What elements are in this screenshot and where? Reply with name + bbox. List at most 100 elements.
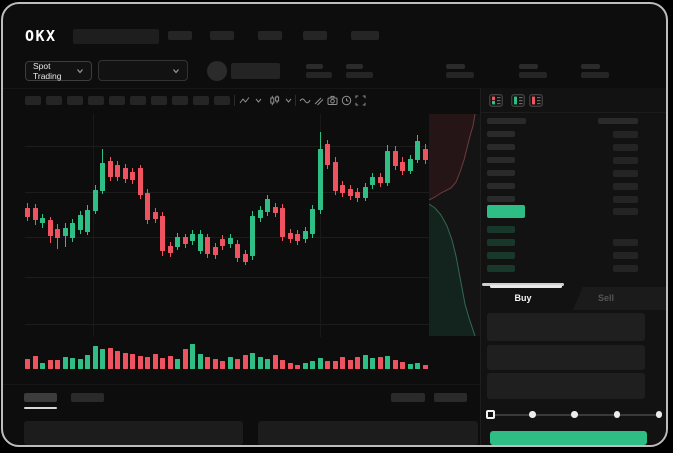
fullscreen-icon[interactable] — [355, 95, 366, 106]
orderbook-row[interactable] — [481, 180, 665, 193]
bottom-action-placeholder[interactable] — [391, 393, 425, 402]
ask-price-placeholder — [487, 131, 515, 137]
okx-logo[interactable]: OKX — [25, 27, 57, 45]
timeframe-slot[interactable] — [67, 96, 83, 105]
nav-item-placeholder[interactable] — [258, 31, 282, 40]
candle-body — [107, 160, 113, 177]
volume-bar — [115, 350, 120, 369]
indicator-icon[interactable] — [299, 95, 311, 106]
gridline-h — [25, 277, 429, 278]
orderbook-row[interactable] — [481, 249, 665, 262]
volume-bar — [227, 357, 233, 369]
bottom-action-placeholder[interactable] — [434, 393, 467, 402]
candle-body — [227, 237, 233, 244]
camera-icon[interactable] — [327, 95, 338, 106]
depth-panel[interactable] — [428, 113, 481, 337]
amount-placeholder — [613, 265, 638, 272]
orderbook-row[interactable] — [481, 193, 665, 206]
chevron-down-icon[interactable] — [284, 96, 293, 105]
volume-bar — [257, 357, 263, 369]
volume-bar — [137, 356, 143, 369]
stat-value-placeholder — [446, 72, 474, 78]
nav-item-placeholder[interactable] — [351, 31, 379, 40]
timeframe-slot[interactable] — [214, 96, 230, 105]
candle-style-icon[interactable] — [269, 95, 280, 106]
candle-body — [362, 186, 368, 199]
timeframe-slot[interactable] — [193, 96, 209, 105]
sell-tab-label: Sell — [597, 293, 614, 303]
orderbook-row[interactable] — [481, 205, 665, 218]
amount-placeholder — [613, 252, 638, 259]
amount-placeholder — [613, 183, 638, 190]
orderbook-row[interactable] — [481, 141, 665, 154]
orderbook-row[interactable] — [481, 154, 665, 167]
buy-tab-label: Buy — [514, 293, 532, 303]
timeframe-slot[interactable] — [88, 96, 104, 105]
slider-stop-dot[interactable] — [571, 411, 578, 418]
candle-body — [265, 199, 270, 213]
volume-bar — [32, 356, 38, 369]
nav-item-placeholder[interactable] — [168, 31, 192, 40]
volume-bar — [175, 358, 180, 369]
pair-selector-dropdown[interactable] — [98, 60, 188, 81]
bid-price-placeholder — [487, 265, 515, 272]
chevron-down-icon — [76, 67, 84, 75]
candle-body — [70, 223, 75, 238]
book-asks-icon[interactable] — [529, 94, 543, 107]
amount-placeholder — [613, 157, 638, 164]
history-clock-icon[interactable] — [341, 95, 352, 106]
slider-handle[interactable] — [485, 409, 495, 419]
volume-bar — [70, 358, 75, 369]
candle-body — [347, 188, 353, 197]
volume-bar — [377, 357, 383, 369]
candlestick-chart[interactable] — [25, 114, 429, 337]
ask-price-placeholder — [487, 144, 515, 150]
toolbar-separator — [295, 95, 296, 106]
nav-item-placeholder[interactable] — [210, 31, 234, 40]
timeframe-slot[interactable] — [46, 96, 62, 105]
candle-body — [295, 233, 300, 241]
gridline-h — [25, 324, 429, 325]
nav-item-placeholder[interactable] — [303, 31, 327, 40]
candle-body — [415, 141, 420, 160]
search-placeholder[interactable] — [73, 29, 159, 44]
amount-slider[interactable] — [485, 408, 663, 422]
total-input[interactable] — [487, 373, 645, 399]
volume-bar — [205, 357, 210, 369]
orderbook-row[interactable] — [481, 236, 665, 249]
price-input[interactable] — [487, 313, 645, 341]
candle-body — [310, 209, 315, 234]
slider-stop-dot[interactable] — [529, 411, 536, 418]
ask-price-placeholder — [487, 183, 515, 189]
amount-input[interactable] — [487, 345, 645, 370]
ask-price-placeholder — [487, 170, 515, 176]
market-type-dropdown[interactable]: Spot Trading — [25, 61, 92, 81]
book-bids-icon[interactable] — [511, 94, 525, 107]
orderbook-row[interactable] — [481, 223, 665, 236]
orderbook-row[interactable] — [481, 128, 665, 141]
timeframe-slot[interactable] — [172, 96, 188, 105]
orderbook-rows — [3, 4, 666, 445]
candle-body — [100, 162, 105, 191]
stat-label-placeholder — [581, 64, 600, 69]
timeframe-slot[interactable] — [151, 96, 167, 105]
orderbook-row[interactable] — [481, 167, 665, 180]
ask-price-placeholder — [487, 157, 515, 163]
bottom-tab-placeholder[interactable] — [71, 393, 104, 402]
buy-submit-button[interactable] — [490, 431, 647, 445]
volume-bar — [145, 357, 150, 369]
book-combined-icon[interactable] — [489, 94, 503, 107]
slider-stop-dot[interactable] — [655, 411, 663, 418]
orderbook-scrollbar[interactable] — [482, 283, 564, 286]
candle-body — [115, 164, 120, 177]
line-style-icon[interactable] — [239, 95, 250, 106]
timeframe-slot[interactable] — [109, 96, 125, 105]
bottom-tab-active-placeholder[interactable] — [24, 393, 57, 402]
timeframe-slot[interactable] — [25, 96, 41, 105]
chevron-down-icon[interactable] — [254, 96, 263, 105]
draw-tools-icon[interactable] — [313, 95, 324, 106]
volume-bar — [302, 363, 308, 369]
timeframe-slot[interactable] — [130, 96, 146, 105]
slider-stop-dot[interactable] — [613, 411, 621, 418]
orderbook-row[interactable] — [481, 262, 665, 275]
